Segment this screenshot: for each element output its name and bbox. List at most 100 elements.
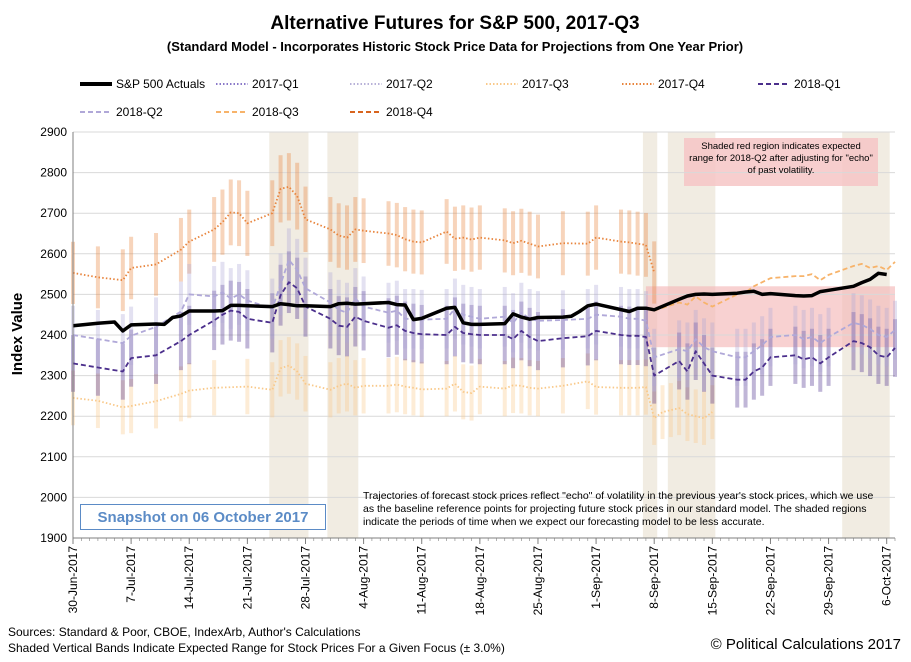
- range-band: [635, 211, 640, 276]
- range-band: [685, 343, 690, 400]
- range-band: [627, 210, 632, 275]
- y-tick-label: 2700: [40, 206, 67, 220]
- range-band: [502, 208, 507, 273]
- range-band: [452, 206, 457, 271]
- y-tick-label: 2300: [40, 369, 67, 383]
- range-band: [154, 297, 159, 357]
- legend-label: 2017-Q2: [386, 77, 433, 91]
- x-tick-label: 11-Aug-2017: [415, 546, 429, 615]
- range-band: [361, 291, 366, 351]
- range-band: [585, 307, 590, 366]
- range-band: [270, 293, 275, 353]
- x-tick-label: 8-Sep-2017: [647, 546, 661, 609]
- range-band: [477, 205, 482, 270]
- range-band: [643, 212, 648, 277]
- legend-label: 2018-Q2: [116, 105, 163, 119]
- range-band: [851, 293, 856, 353]
- range-band: [303, 257, 308, 319]
- legend-label: 2017-Q4: [658, 77, 705, 91]
- range-band: [336, 203, 341, 268]
- range-band: [652, 241, 657, 304]
- trajectory-note: Trajectories of forecast stock prices re…: [363, 490, 874, 528]
- range-band: [560, 309, 565, 368]
- range-band: [129, 236, 134, 300]
- y-tick-label: 2200: [40, 409, 67, 423]
- y-tick-label: 2000: [40, 490, 67, 504]
- range-band: [394, 202, 399, 268]
- range-band: [452, 355, 457, 412]
- x-tick-label: 18-Aug-2017: [473, 546, 487, 616]
- legend-label: 2018-Q3: [252, 105, 299, 119]
- range-band: [502, 360, 507, 417]
- range-band: [419, 361, 424, 418]
- range-band: [635, 360, 640, 416]
- range-band: [394, 280, 399, 341]
- range-band: [685, 387, 690, 442]
- range-band: [154, 373, 159, 429]
- range-band: [535, 312, 540, 371]
- bands-note-text: Shaded Vertical Bands Indicate Expected …: [8, 641, 505, 655]
- range-band: [386, 358, 391, 414]
- x-tick-label: 7-Jul-2017: [124, 546, 138, 603]
- range-band: [677, 332, 682, 390]
- y-tick-label: 2900: [40, 125, 67, 139]
- range-band: [702, 391, 707, 445]
- range-band: [345, 355, 349, 412]
- red-region-note: Shaded red region indicates expected ran…: [689, 141, 873, 176]
- range-band: [154, 233, 159, 296]
- y-tick-label: 2100: [40, 450, 67, 464]
- x-tick-label: 25-Aug-2017: [531, 546, 545, 616]
- range-band: [511, 211, 516, 276]
- range-band: [286, 337, 291, 394]
- legend: S&P 500 Actuals 2017-Q1 2017-Q2 2017-Q3 2017…: [80, 77, 841, 119]
- range-band: [527, 360, 532, 416]
- legend-label: 2017-Q3: [522, 77, 569, 91]
- range-band: [120, 249, 125, 312]
- range-band: [353, 286, 358, 347]
- x-tick-label: 29-Sep-2017: [822, 546, 836, 616]
- range-band: [751, 343, 756, 400]
- range-band: [328, 289, 333, 349]
- range-band: [893, 300, 897, 360]
- range-band: [286, 228, 291, 292]
- range-band: [419, 210, 424, 275]
- range-band: [585, 353, 590, 410]
- y-tick-label: 1900: [40, 531, 67, 545]
- range-band: [884, 328, 889, 386]
- series-line-2018-q3: [653, 261, 896, 312]
- range-band: [760, 339, 765, 396]
- range-band: [361, 198, 366, 264]
- range-band: [361, 358, 366, 414]
- legend-label: S&P 500 Actuals: [116, 77, 205, 91]
- series-line-2017-q4: [72, 185, 656, 282]
- range-band: [660, 385, 665, 440]
- range-band: [760, 316, 765, 375]
- range-band: [801, 330, 806, 388]
- range-band: [560, 211, 565, 276]
- x-tick-label: 4-Aug-2017: [357, 546, 371, 609]
- range-band: [328, 197, 333, 262]
- range-band: [511, 293, 516, 353]
- y-tick-label: 2500: [40, 287, 67, 301]
- x-tick-label: 1-Sep-2017: [589, 546, 603, 609]
- series-lines: [72, 185, 896, 420]
- red-note-box: [684, 138, 878, 186]
- y-tick-label: 2800: [40, 166, 67, 180]
- range-band: [702, 318, 707, 377]
- range-band: [212, 290, 217, 351]
- range-band: [237, 180, 242, 247]
- range-band: [652, 391, 657, 445]
- series-line-2017-q3: [72, 364, 713, 420]
- range-band: [519, 358, 524, 414]
- range-band: [303, 186, 308, 252]
- sources-text: Sources: Standard & Poor, CBOE, IndexArb…: [8, 625, 361, 639]
- range-band: [859, 295, 864, 355]
- range-band: [95, 373, 100, 429]
- range-band: [286, 153, 291, 221]
- range-band: [237, 263, 242, 325]
- range-band: [710, 385, 715, 440]
- range-band: [560, 290, 565, 350]
- y-tick-label: 2400: [40, 328, 67, 342]
- range-band: [594, 359, 599, 415]
